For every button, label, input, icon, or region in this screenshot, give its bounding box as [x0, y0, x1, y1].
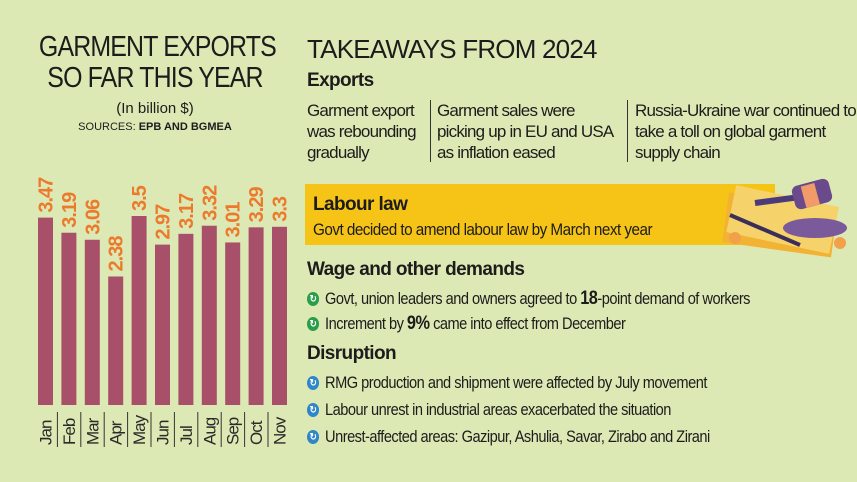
value-label-Apr: 2.38 — [106, 236, 128, 272]
value-label-Sep: 3.01 — [223, 202, 245, 238]
chart-title: GARMENT EXPORTS SO FAR THIS YEAR — [38, 31, 277, 94]
arrow-bullet-icon: ↻ — [307, 430, 320, 444]
bar-chart: 3.47 Jan 3.19 Feb 3.06 Mar 2.38 Apr 3.5 May 2.97 Ju… — [36, 177, 292, 447]
month-label-Mar: Mar — [83, 417, 102, 445]
wage-item: ↻ Increment by 9% came into effect from D… — [307, 313, 626, 335]
value-label-Nov: 3.3 — [270, 196, 292, 222]
month-label-May: May — [130, 414, 149, 445]
bar-Jul — [178, 233, 194, 405]
value-label-Aug: 3.32 — [199, 185, 221, 221]
month-label-Nov: Nov — [271, 416, 290, 445]
exports-col-1: Garment export was rebounding gradually — [307, 101, 417, 162]
arrow-bullet-icon: ↻ — [307, 292, 320, 306]
title-line-2: SO FAR THIS YEAR — [47, 62, 263, 94]
month-label-Feb: Feb — [60, 418, 79, 445]
disruption-item: ↻ Labour unrest in industrial areas exace… — [307, 400, 671, 420]
bar-Feb — [61, 232, 77, 405]
sources: SOURCES: EPB AND BGMEA — [20, 121, 290, 133]
exports-col-3: Russia-Ukraine war continued to take a t… — [635, 101, 857, 162]
divider — [430, 100, 431, 162]
arrow-bullet-icon: ↻ — [307, 376, 320, 390]
arrow-bullet-icon: ↻ — [307, 317, 320, 331]
month-label-Jan: Jan — [37, 420, 56, 445]
exports-heading: Exports — [307, 70, 374, 91]
bar-Aug — [201, 225, 217, 405]
month-label-Jun: Jun — [154, 420, 173, 445]
takeaways-title: TAKEAWAYS FROM 2024 — [307, 34, 597, 64]
labour-heading: Labour law — [313, 194, 408, 215]
bar-Nov — [272, 226, 287, 405]
value-label-Jul: 3.17 — [176, 193, 198, 229]
month-label-Jul: Jul — [177, 426, 196, 445]
disruption-heading: Disruption — [307, 343, 397, 364]
labour-text: Govt decided to amend labour law by Marc… — [313, 220, 653, 239]
month-label-Apr: Apr — [107, 420, 126, 445]
value-label-Oct: 3.29 — [246, 187, 268, 223]
disruption-item: ↻ Unrest-affected areas: Gazipur, Ashulia… — [307, 427, 710, 447]
arrow-bullet-icon: ↻ — [307, 403, 320, 417]
bar-Jun — [155, 244, 170, 405]
disruption-item-text: Labour unrest in industrial areas exacer… — [325, 400, 671, 419]
bar-Apr — [108, 276, 124, 405]
disruption-item-text: Unrest-affected areas: Gazipur, Ashulia,… — [325, 427, 710, 446]
value-label-May: 3.5 — [129, 185, 151, 211]
bar-Oct — [248, 227, 264, 405]
sources-label: SOURCES: — [78, 121, 136, 133]
disruption-item-text: RMG production and shipment were affecte… — [325, 373, 707, 392]
disruption-item: ↻ RMG production and shipment were affect… — [307, 373, 707, 393]
labour-law-band — [305, 184, 775, 245]
unit-label: (In billion $) — [116, 100, 194, 117]
wage-item: ↻ Govt, union leaders and owners agreed t… — [307, 288, 750, 310]
value-label-Jan: 3.47 — [36, 177, 58, 213]
wage-item-text: Increment by 9% came into effect from De… — [325, 313, 626, 334]
title-line-1: GARMENT EXPORTS — [38, 31, 277, 63]
wage-heading: Wage and other demands — [307, 259, 525, 280]
month-label-Oct: Oct — [247, 420, 266, 445]
value-label-Feb: 3.19 — [59, 192, 81, 228]
divider — [627, 100, 628, 162]
bar-Jan — [38, 217, 53, 405]
exports-col-2: Garment sales were picking up in EU and … — [437, 101, 613, 162]
gavel-documents-illustration — [722, 178, 847, 258]
bar-May — [131, 216, 147, 405]
bar-Mar — [84, 239, 100, 405]
value-label-Mar: 3.06 — [82, 199, 104, 235]
value-label-Jun: 2.97 — [153, 204, 175, 240]
wage-item-text: Govt, union leaders and owners agreed to… — [325, 288, 750, 309]
bar-Sep — [225, 242, 241, 405]
month-label-Sep: Sep — [224, 417, 243, 445]
sources-value: EPB AND BGMEA — [138, 121, 232, 133]
month-label-Aug: Aug — [200, 417, 219, 445]
